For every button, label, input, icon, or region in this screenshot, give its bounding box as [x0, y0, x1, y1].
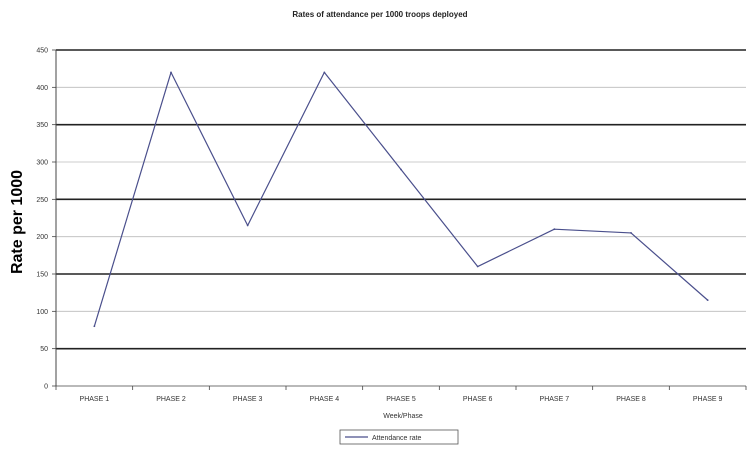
- y-tick-label: 0: [44, 384, 48, 391]
- x-tick-label: PHASE 2: [156, 396, 186, 403]
- data-point: [630, 232, 632, 234]
- x-tick-label: PHASE 1: [80, 396, 110, 403]
- y-tick-label: 200: [36, 234, 48, 241]
- y-tick-label: 100: [36, 309, 48, 316]
- x-tick-label: PHASE 5: [386, 396, 416, 403]
- x-tick-label: PHASE 8: [616, 396, 646, 403]
- series-group: [93, 71, 709, 328]
- legend-label: Attendance rate: [372, 435, 422, 442]
- x-axis-ticks: PHASE 1 PHASE 2 PHASE 3 PHASE 4 PHASE 5 PHASE…: [55, 386, 747, 403]
- data-point: [706, 299, 709, 302]
- y-tick-label: 400: [36, 85, 48, 92]
- y-tick-label: 300: [36, 160, 48, 167]
- plot-area: [56, 50, 746, 386]
- x-tick-label: PHASE 6: [463, 396, 493, 403]
- data-point: [170, 71, 172, 74]
- legend-box: [339, 429, 459, 445]
- data-point: [93, 325, 96, 328]
- x-tick-label: PHASE 9: [693, 396, 723, 403]
- y-tick-label: 450: [36, 48, 48, 55]
- data-point: [400, 168, 402, 171]
- x-axis-label: Week/Phase: [383, 413, 423, 420]
- x-tick-label: PHASE 4: [310, 396, 340, 403]
- data-point: [553, 228, 556, 231]
- y-axis-label: Rate per 1000: [9, 170, 26, 274]
- y-axis-ticks: 0 50 100 150 200 250 300 350 400 450: [36, 48, 56, 391]
- data-point: [246, 224, 249, 227]
- chart-title: Rates of attendance per 1000 troops depl…: [292, 10, 467, 19]
- legend: Attendance rate: [339, 429, 459, 445]
- x-tick-label: PHASE 3: [233, 396, 263, 403]
- plot-background: [56, 50, 746, 386]
- y-tick-label: 250: [36, 197, 48, 204]
- data-point: [476, 265, 479, 268]
- y-tick-label: 150: [36, 272, 48, 279]
- x-tick-label: PHASE 7: [540, 396, 570, 403]
- grid-lines: [55, 49, 746, 387]
- y-tick-label: 350: [36, 122, 48, 129]
- y-tick-label: 50: [40, 346, 48, 353]
- data-point: [323, 71, 326, 74]
